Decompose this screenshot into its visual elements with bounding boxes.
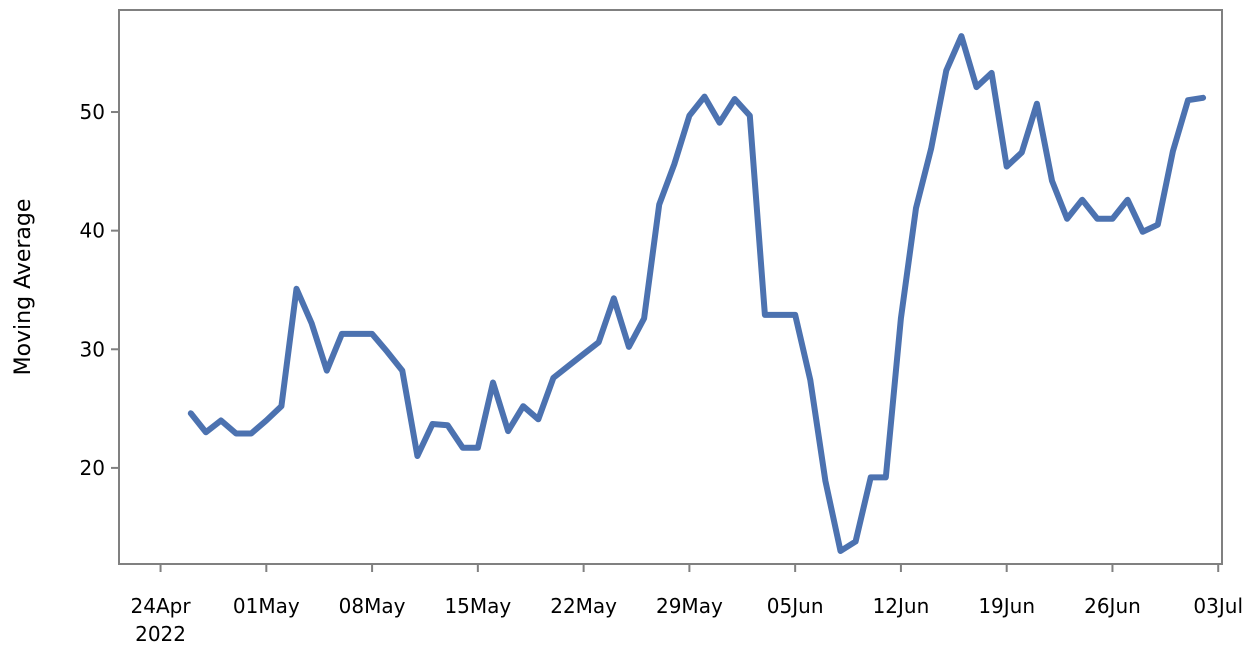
- data-point: [430, 421, 436, 427]
- data-point: [686, 113, 692, 119]
- data-point: [263, 418, 269, 424]
- data-point: [943, 68, 949, 74]
- data-point: [505, 428, 511, 434]
- data-point: [883, 474, 889, 480]
- data-point: [460, 445, 466, 451]
- data-point: [1004, 164, 1010, 170]
- data-point: [1019, 149, 1025, 155]
- data-point: [248, 431, 254, 437]
- data-point: [928, 146, 934, 152]
- data-point: [702, 94, 708, 100]
- data-point: [294, 286, 300, 292]
- data-point: [445, 422, 451, 428]
- x-tick-label: 24Apr: [131, 594, 192, 618]
- x-tick-label: 19Jun: [978, 594, 1035, 618]
- data-point: [656, 202, 662, 208]
- data-point: [913, 205, 919, 211]
- data-point: [566, 363, 572, 369]
- data-point: [1079, 197, 1085, 203]
- series-line: [187, 33, 1207, 554]
- data-point: [309, 320, 315, 326]
- data-point: [399, 368, 405, 374]
- plot-frame: [118, 9, 1223, 565]
- data-point: [1140, 229, 1146, 235]
- data-point: [188, 410, 194, 416]
- data-point: [1200, 95, 1206, 101]
- data-point: [1170, 148, 1176, 154]
- data-point: [1110, 216, 1116, 222]
- x-tick-label: 29May: [656, 594, 723, 618]
- data-point: [1064, 216, 1070, 222]
- data-point: [974, 84, 980, 90]
- data-point: [853, 539, 859, 545]
- data-point: [989, 70, 995, 76]
- data-point: [1034, 101, 1040, 107]
- data-point: [414, 453, 420, 459]
- data-point: [792, 312, 798, 318]
- data-point: [278, 403, 284, 409]
- data-point: [1155, 222, 1161, 228]
- data-point: [1125, 197, 1131, 203]
- x-axis: 24Apr 2022 01May 08May 15May 22May 29May 05Jun 1…: [131, 564, 1243, 646]
- data-point: [777, 312, 783, 318]
- data-point: [203, 429, 209, 435]
- data-point: [868, 474, 874, 480]
- data-point: [1185, 97, 1191, 103]
- data-point: [218, 418, 224, 424]
- data-point: [490, 380, 496, 386]
- data-point: [581, 351, 587, 357]
- x-tick-year-label: 2022: [135, 622, 186, 646]
- data-point: [747, 113, 753, 119]
- x-tick-label: 15May: [444, 594, 511, 618]
- data-point: [641, 315, 647, 321]
- data-point: [339, 331, 345, 337]
- data-point: [475, 445, 481, 451]
- data-point: [324, 368, 330, 374]
- data-point: [822, 478, 828, 484]
- y-tick-label: 20: [80, 456, 105, 480]
- data-point: [1094, 216, 1100, 222]
- x-tick-label: 05Jun: [767, 594, 824, 618]
- y-tick-label: 30: [80, 337, 105, 361]
- data-point: [762, 312, 768, 318]
- data-point: [520, 403, 526, 409]
- x-tick-label: 26Jun: [1084, 594, 1141, 618]
- data-point: [958, 33, 964, 39]
- y-tick-label: 40: [80, 219, 105, 243]
- data-point: [838, 548, 844, 554]
- data-point: [717, 120, 723, 126]
- x-tick-label: 01May: [233, 594, 300, 618]
- data-point: [384, 349, 390, 355]
- y-axis-title: Moving Average: [11, 199, 36, 376]
- x-tick-label: 08May: [339, 594, 406, 618]
- data-point: [535, 416, 541, 422]
- data-point: [354, 331, 360, 337]
- x-tick-label: 12Jun: [873, 594, 930, 618]
- data-points: [188, 33, 1206, 554]
- x-tick-label: 03Jul: [1193, 594, 1243, 618]
- data-point: [671, 161, 677, 167]
- data-point: [369, 331, 375, 337]
- data-point: [596, 339, 602, 345]
- y-tick-label: 50: [80, 100, 105, 124]
- data-point: [732, 96, 738, 102]
- x-tick-label: 22May: [550, 594, 617, 618]
- y-axis: 20 30 40 50: [80, 100, 119, 480]
- data-point: [626, 344, 632, 350]
- data-point: [550, 375, 556, 381]
- data-point: [898, 315, 904, 321]
- data-point: [807, 377, 813, 383]
- data-point: [1049, 178, 1055, 184]
- data-point: [233, 431, 239, 437]
- data-point: [611, 295, 617, 301]
